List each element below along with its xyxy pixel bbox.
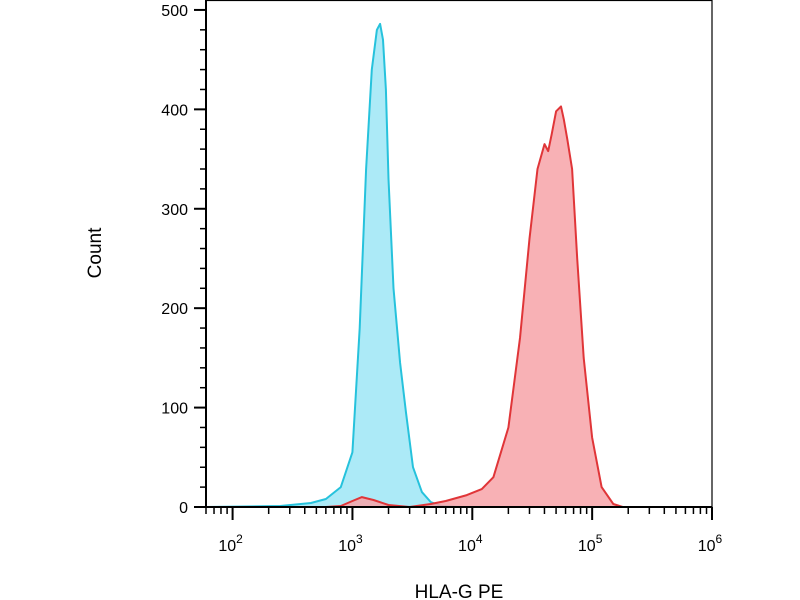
y-minor-ticks [200,29,206,488]
x-tick-label: 105 [578,532,603,555]
y-tick-label: 200 [161,301,188,318]
x-tick-label: 102 [218,532,243,555]
y-tick-label: 100 [161,401,188,418]
series-2-area [325,106,712,508]
y-axis-title: Count [85,227,106,278]
series-1-line [205,22,712,508]
y-tick-label: 300 [161,202,188,219]
y-tick-label: 500 [161,3,188,20]
histogram-curves [205,22,712,508]
x-tick-label: 106 [698,532,723,555]
series-1-area [206,23,712,508]
y-tick-label: 400 [161,102,188,119]
x-axis: 102 103 104 105 106 [218,507,723,555]
y-axis: 0 100 200 300 400 500 [161,3,206,517]
x-tick-label: 104 [458,532,483,555]
y-tick-label: 0 [179,500,188,517]
x-minor-ticks [205,507,708,514]
plot-frame [205,0,713,508]
plot-border [205,0,713,508]
x-tick-label: 103 [338,532,363,555]
x-axis-title: HLA-G PE [415,582,504,600]
series-2-line [325,105,712,508]
